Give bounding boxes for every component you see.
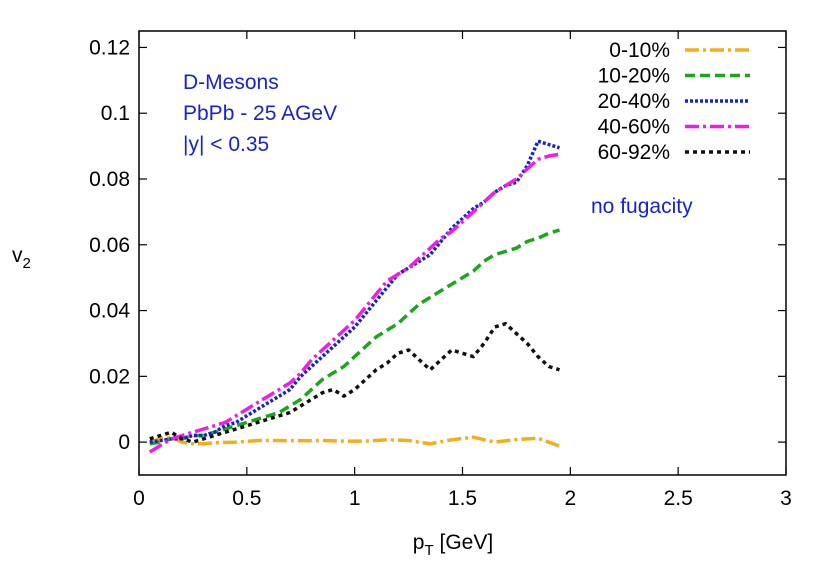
x-axis-ticks: 0 0.5 1 1.5 2 2.5 3 bbox=[133, 31, 792, 510]
annotation-system: PbPb - 25 AGeV bbox=[183, 102, 337, 125]
legend-label: 0-10% bbox=[609, 39, 670, 62]
legend-label: 10-20% bbox=[598, 65, 670, 88]
annotation-particle: D-Mesons bbox=[183, 71, 279, 94]
x-tick-label: 1.5 bbox=[448, 487, 477, 510]
y-tick-label: 0.08 bbox=[89, 168, 130, 191]
y-tick-label: 0.04 bbox=[89, 300, 130, 323]
x-tick-label: 1 bbox=[349, 487, 361, 510]
annotation-rapidity: |y| < 0.35 bbox=[183, 133, 269, 156]
annotation-note: no fugacity bbox=[591, 195, 693, 218]
legend: 0-10% 10-20%20-40% 40-60%60-92% bbox=[598, 39, 750, 164]
x-tick-label: 0 bbox=[133, 487, 145, 510]
series-line-20-40% bbox=[149, 139, 561, 444]
series-line-60-92% bbox=[149, 321, 561, 444]
series-line-40-60% bbox=[148, 152, 560, 454]
y-axis-label: v2 bbox=[12, 244, 31, 272]
x-tick-label: 2 bbox=[564, 487, 576, 510]
plot-frame bbox=[138, 30, 787, 476]
y-tick-label: 0.1 bbox=[101, 102, 130, 125]
y-tick-label: 0.06 bbox=[89, 234, 130, 257]
legend-label: 40-60% bbox=[598, 116, 670, 139]
legend-label: 60-92% bbox=[598, 141, 670, 164]
x-tick-label: 3 bbox=[780, 487, 792, 510]
y-tick-label: 0.12 bbox=[89, 36, 130, 59]
legend-label: 20-40% bbox=[598, 90, 670, 113]
x-tick-label: 0.5 bbox=[232, 487, 261, 510]
y-tick-label: 0 bbox=[118, 431, 130, 454]
series-line-10-20% bbox=[149, 228, 561, 446]
x-axis-label: pT [GeV] bbox=[413, 531, 493, 559]
series-layer bbox=[148, 139, 561, 454]
y-tick-label: 0.02 bbox=[89, 365, 130, 388]
y-axis-ticks: 0 0.02 0.04 0.06 0.08 0.1 0.12 bbox=[89, 36, 786, 454]
x-tick-label: 2.5 bbox=[664, 487, 693, 510]
series-line-0-10% bbox=[149, 435, 561, 448]
